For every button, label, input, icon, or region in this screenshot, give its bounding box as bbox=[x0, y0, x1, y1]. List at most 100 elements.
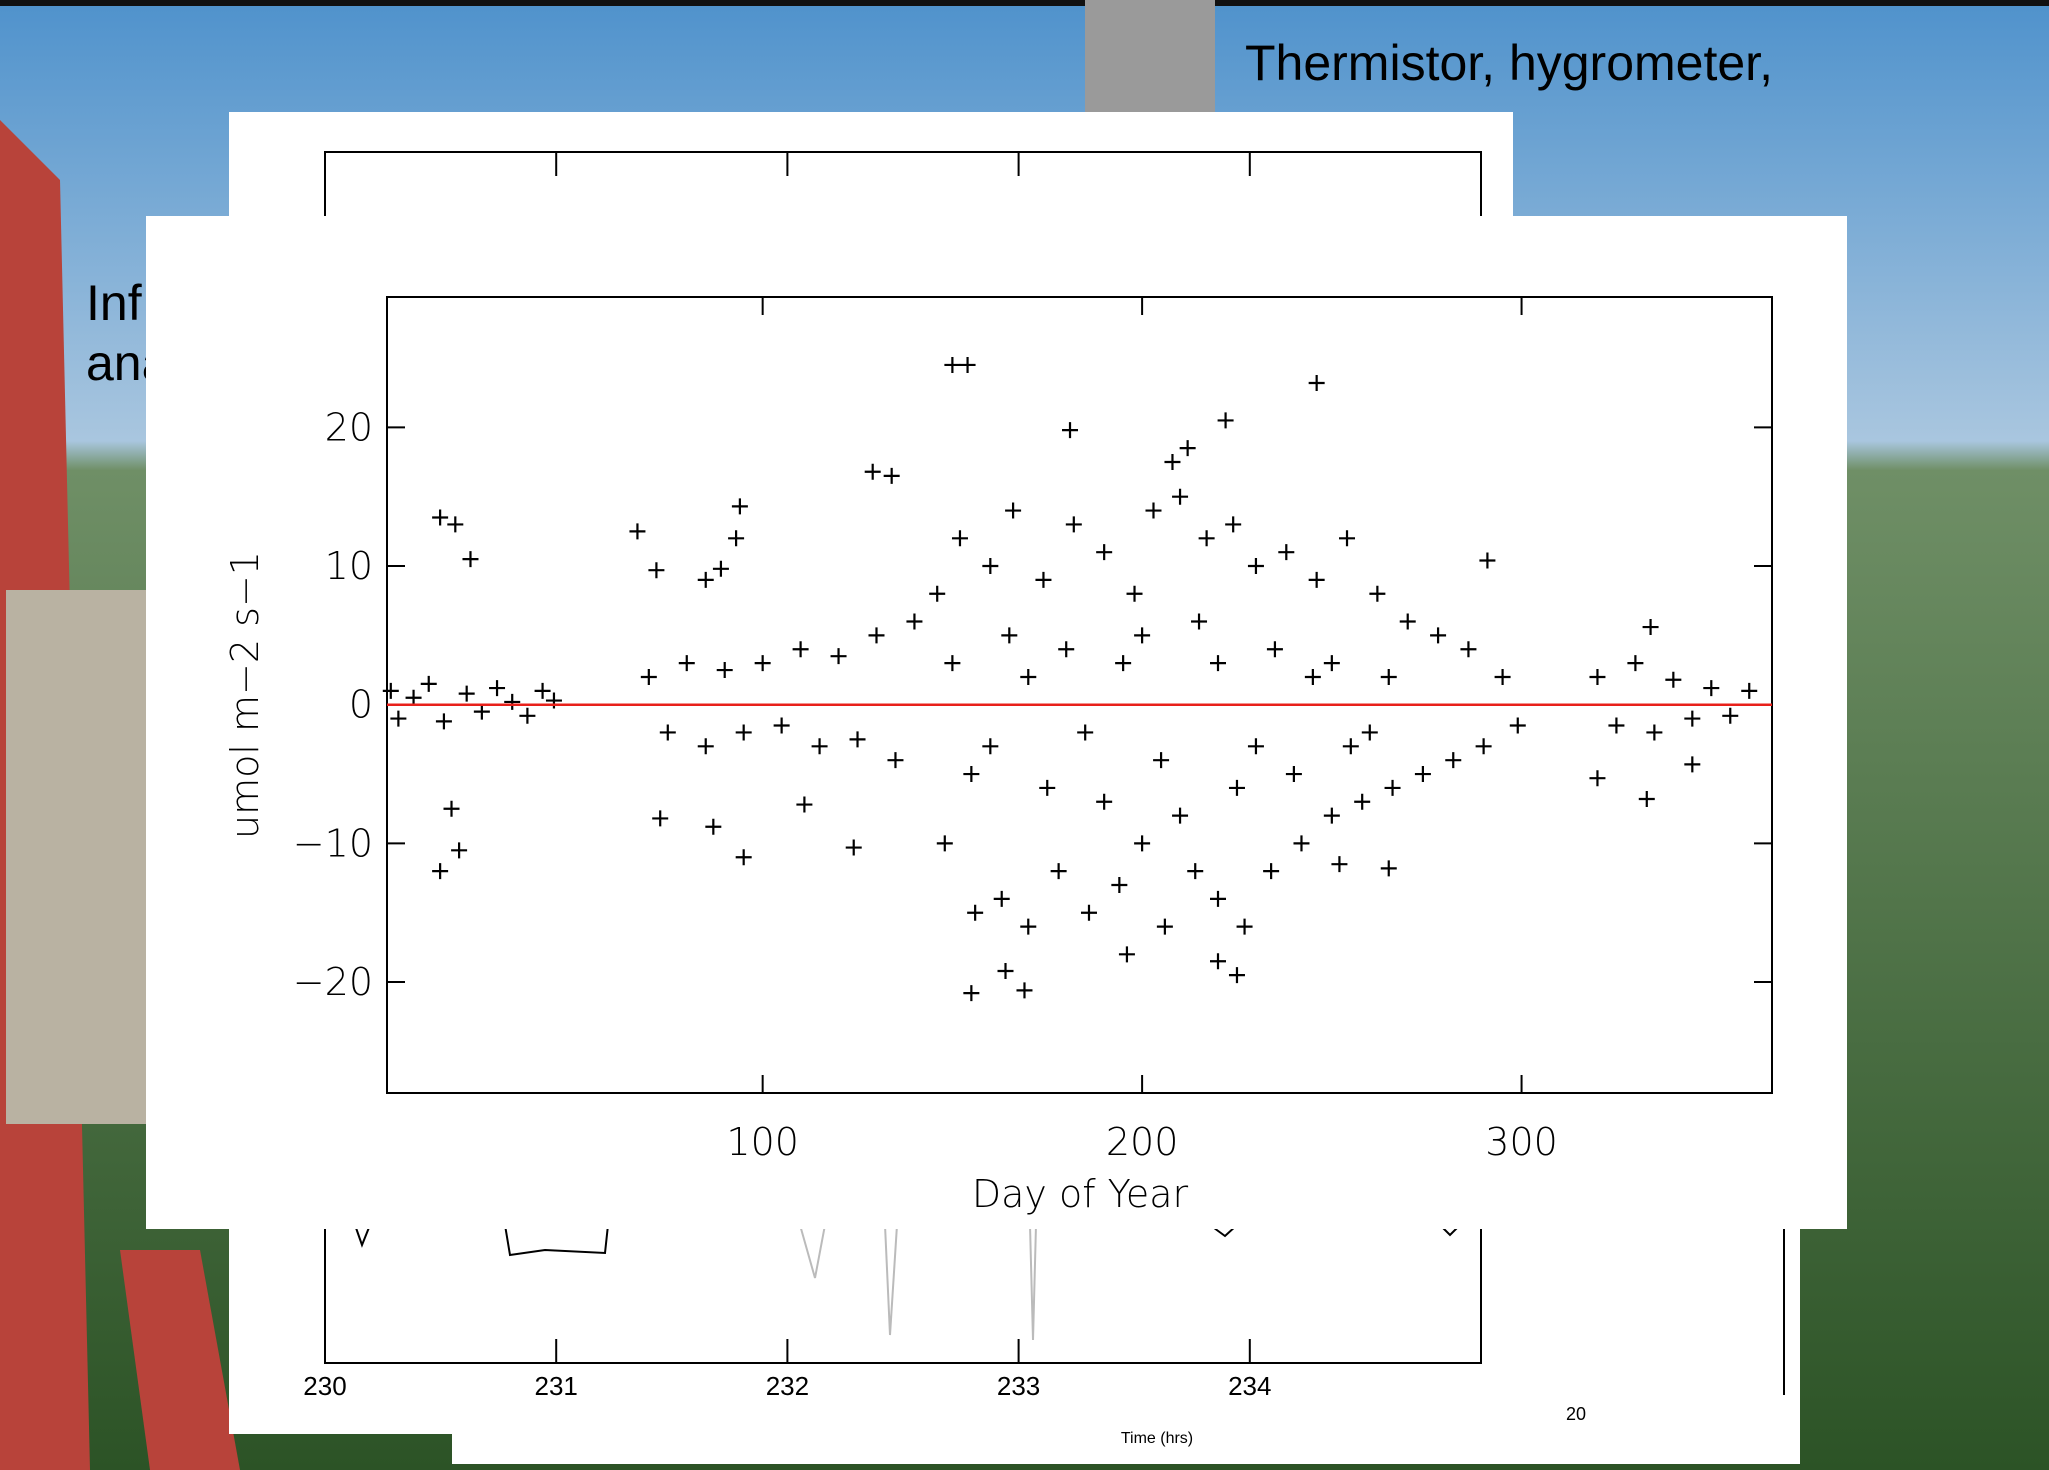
data-point bbox=[735, 849, 752, 866]
data-point bbox=[1210, 890, 1226, 907]
data-point bbox=[929, 585, 946, 602]
data-point bbox=[1096, 544, 1113, 561]
x-tick-label: 20 bbox=[1566, 1404, 1586, 1424]
data-point bbox=[1016, 982, 1033, 999]
data-point bbox=[1039, 779, 1056, 796]
data-point bbox=[382, 682, 399, 699]
data-point bbox=[1191, 613, 1208, 630]
data-point bbox=[792, 641, 809, 658]
x-tick-label: 231 bbox=[535, 1371, 578, 1401]
data-point bbox=[1479, 552, 1496, 569]
x-tick-label: 232 bbox=[766, 1371, 809, 1401]
data-point bbox=[1077, 724, 1094, 741]
data-point bbox=[811, 738, 828, 755]
data-point bbox=[629, 523, 646, 540]
data-point bbox=[1460, 641, 1477, 658]
chart-panel bbox=[146, 216, 1847, 1229]
data-point bbox=[697, 738, 714, 755]
data-point bbox=[1172, 488, 1189, 505]
data-point bbox=[1156, 918, 1173, 935]
data-point bbox=[1445, 752, 1462, 769]
data-point bbox=[1035, 571, 1052, 588]
data-point bbox=[845, 839, 862, 856]
data-point bbox=[1225, 516, 1242, 533]
data-point bbox=[1642, 619, 1659, 636]
data-point bbox=[1638, 791, 1655, 808]
data-point bbox=[1684, 710, 1701, 727]
x-tick-label: 100 bbox=[726, 1120, 799, 1164]
data-point bbox=[1475, 738, 1492, 755]
equipment-photo bbox=[6, 590, 146, 1124]
y-tick-label: 10 bbox=[325, 544, 373, 588]
data-point bbox=[1198, 530, 1215, 547]
data-point bbox=[868, 627, 885, 644]
data-point bbox=[640, 668, 657, 685]
data-point bbox=[1285, 766, 1302, 783]
data-point bbox=[1187, 863, 1204, 880]
x-axis-label: Day of Year bbox=[972, 1172, 1189, 1216]
data-point bbox=[735, 724, 752, 741]
data-point bbox=[1126, 585, 1143, 602]
data-point bbox=[1266, 641, 1283, 658]
data-point bbox=[1172, 807, 1189, 824]
y-axis-label: umol m−2 s−1 bbox=[223, 551, 267, 839]
data-point bbox=[1380, 668, 1397, 685]
line-trace bbox=[354, 1224, 1461, 1257]
data-point bbox=[504, 693, 521, 710]
data-point bbox=[963, 985, 980, 1002]
data-point bbox=[982, 558, 999, 575]
data-point bbox=[1741, 682, 1758, 699]
data-point bbox=[830, 648, 847, 665]
data-point bbox=[1263, 863, 1280, 880]
data-point bbox=[754, 655, 771, 672]
data-point bbox=[1703, 680, 1720, 697]
x-tick-label: 234 bbox=[1228, 1371, 1271, 1401]
data-point bbox=[534, 682, 551, 699]
top-border bbox=[0, 0, 2049, 6]
data-point bbox=[773, 717, 790, 734]
data-point bbox=[1115, 655, 1132, 672]
data-point bbox=[1342, 738, 1359, 755]
data-point bbox=[1080, 904, 1097, 921]
data-point bbox=[1247, 558, 1264, 575]
data-point bbox=[405, 689, 422, 706]
data-point bbox=[652, 810, 669, 827]
data-point bbox=[1179, 440, 1196, 457]
data-point bbox=[1665, 671, 1682, 688]
data-point bbox=[1369, 585, 1386, 602]
data-point bbox=[1589, 770, 1606, 787]
data-point bbox=[451, 842, 468, 859]
data-point bbox=[1062, 422, 1079, 439]
y-tick-label: −20 bbox=[293, 960, 373, 1004]
data-point bbox=[982, 738, 999, 755]
data-point bbox=[951, 530, 968, 547]
data-point bbox=[1722, 707, 1739, 724]
data-point bbox=[716, 662, 733, 679]
data-point bbox=[678, 655, 695, 672]
data-point bbox=[648, 562, 665, 579]
data-point bbox=[1278, 544, 1295, 561]
y-tick-label: 0 bbox=[349, 683, 373, 727]
data-point bbox=[1236, 918, 1253, 935]
y-tick-label: −10 bbox=[293, 821, 373, 865]
slide-text: Thermistor, hygrometer, bbox=[1245, 35, 1773, 91]
data-point bbox=[1323, 807, 1340, 824]
data-point bbox=[731, 498, 748, 515]
data-point bbox=[1005, 502, 1022, 519]
data-point bbox=[1164, 454, 1181, 471]
data-point bbox=[1134, 627, 1151, 644]
data-point bbox=[963, 766, 980, 783]
data-point bbox=[1589, 668, 1606, 685]
data-point bbox=[967, 904, 984, 921]
data-point bbox=[473, 703, 490, 720]
x-tick-label: 200 bbox=[1106, 1120, 1179, 1164]
data-point bbox=[1361, 724, 1378, 741]
data-point bbox=[659, 724, 676, 741]
x-axis-label: Time (hrs) bbox=[1121, 1430, 1193, 1447]
data-point bbox=[1430, 627, 1447, 644]
data-point bbox=[1627, 655, 1644, 672]
data-point bbox=[1058, 641, 1075, 658]
data-point bbox=[1096, 793, 1113, 810]
